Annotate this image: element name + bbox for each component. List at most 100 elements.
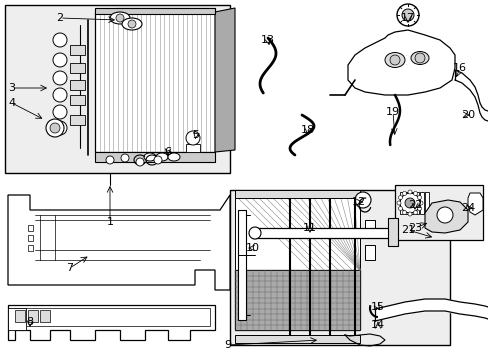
- Bar: [235, 190, 359, 198]
- Text: 10: 10: [245, 243, 260, 253]
- Circle shape: [106, 156, 114, 164]
- Ellipse shape: [143, 153, 156, 161]
- Circle shape: [401, 9, 413, 21]
- Circle shape: [136, 158, 143, 166]
- Bar: [15, 308, 209, 326]
- Bar: [424, 192, 428, 214]
- Text: 5: 5: [192, 130, 199, 140]
- Text: 15: 15: [370, 302, 384, 312]
- Bar: [185, 144, 200, 152]
- Circle shape: [116, 14, 124, 22]
- Bar: [15, 310, 25, 322]
- Circle shape: [248, 227, 261, 239]
- Text: 7: 7: [66, 263, 73, 273]
- Polygon shape: [215, 8, 235, 152]
- Polygon shape: [8, 195, 229, 290]
- Bar: [5, 5, 229, 173]
- Bar: [95, 8, 215, 14]
- Text: 8: 8: [26, 317, 34, 327]
- Bar: [28, 225, 33, 231]
- Text: 16: 16: [452, 63, 466, 73]
- Circle shape: [418, 201, 422, 205]
- Text: 4: 4: [8, 98, 16, 108]
- Bar: [70, 80, 85, 90]
- Bar: [364, 220, 374, 235]
- Text: 6: 6: [164, 147, 171, 157]
- Circle shape: [53, 53, 67, 67]
- Text: 13: 13: [261, 35, 274, 45]
- Circle shape: [404, 198, 414, 208]
- Circle shape: [399, 193, 419, 213]
- Bar: [235, 270, 359, 330]
- Bar: [40, 310, 50, 322]
- Polygon shape: [95, 8, 215, 12]
- Bar: [238, 210, 245, 320]
- Bar: [28, 245, 33, 251]
- Circle shape: [396, 4, 418, 26]
- Text: 14: 14: [370, 320, 384, 330]
- Polygon shape: [8, 305, 215, 340]
- Text: 1: 1: [106, 217, 113, 227]
- Circle shape: [436, 207, 452, 223]
- Bar: [251, 228, 391, 238]
- Circle shape: [413, 211, 417, 215]
- Bar: [229, 190, 449, 345]
- Ellipse shape: [110, 12, 130, 24]
- Circle shape: [407, 212, 411, 216]
- Bar: [8, 308, 26, 330]
- Circle shape: [354, 192, 370, 208]
- Bar: [404, 192, 408, 214]
- Circle shape: [413, 192, 417, 195]
- Bar: [95, 152, 215, 162]
- Circle shape: [398, 195, 402, 199]
- Text: 18: 18: [300, 125, 314, 135]
- Circle shape: [417, 195, 421, 199]
- Bar: [419, 192, 423, 214]
- Circle shape: [402, 192, 406, 195]
- Bar: [364, 245, 374, 260]
- Text: 17: 17: [400, 13, 414, 23]
- Text: 20: 20: [460, 110, 474, 120]
- Ellipse shape: [122, 18, 142, 30]
- Circle shape: [154, 156, 162, 164]
- Bar: [70, 45, 85, 55]
- Bar: [70, 95, 85, 105]
- Bar: [414, 192, 418, 214]
- Bar: [235, 335, 359, 343]
- Bar: [95, 12, 215, 152]
- Circle shape: [414, 53, 424, 63]
- Circle shape: [121, 154, 129, 162]
- Circle shape: [389, 55, 399, 65]
- Circle shape: [185, 131, 200, 145]
- Polygon shape: [424, 200, 467, 233]
- Text: 21: 21: [400, 225, 414, 235]
- Text: 9: 9: [224, 340, 231, 350]
- Text: 23: 23: [407, 223, 421, 233]
- Text: 22: 22: [407, 200, 421, 210]
- Circle shape: [53, 121, 67, 135]
- Text: 19: 19: [385, 107, 399, 117]
- Bar: [70, 115, 85, 125]
- Circle shape: [46, 119, 64, 137]
- Text: 2: 2: [56, 13, 63, 23]
- Circle shape: [128, 20, 136, 28]
- Polygon shape: [467, 193, 482, 215]
- Ellipse shape: [156, 153, 168, 161]
- Circle shape: [53, 88, 67, 102]
- Circle shape: [53, 33, 67, 47]
- Polygon shape: [347, 30, 454, 95]
- Circle shape: [53, 71, 67, 85]
- Circle shape: [396, 201, 400, 205]
- Circle shape: [398, 207, 402, 211]
- Circle shape: [407, 190, 411, 194]
- Bar: [394, 185, 482, 240]
- Circle shape: [50, 123, 60, 133]
- Text: 12: 12: [351, 197, 366, 207]
- Bar: [409, 192, 413, 214]
- Circle shape: [402, 211, 406, 215]
- Circle shape: [53, 105, 67, 119]
- Bar: [235, 195, 359, 270]
- Text: 3: 3: [8, 83, 16, 93]
- Bar: [70, 63, 85, 73]
- Ellipse shape: [168, 153, 180, 161]
